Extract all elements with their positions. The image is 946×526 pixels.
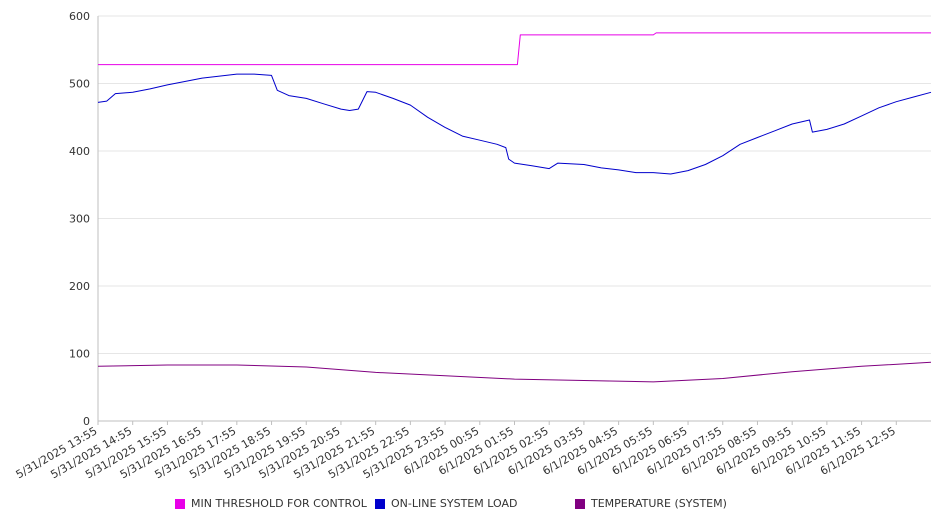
legend-label: ON-LINE SYSTEM LOAD <box>391 497 518 510</box>
series-line-min-threshold-for-control <box>98 32 931 66</box>
legend-item: MIN THRESHOLD FOR CONTROL <box>175 497 367 510</box>
legend-swatch <box>575 498 585 509</box>
legend-item: ON-LINE SYSTEM LOAD <box>375 497 517 510</box>
y-tick-label: 0 <box>83 415 90 428</box>
grid-lines <box>98 15 931 354</box>
x-tick-labels: 5/31/2025 13:555/31/2025 14:555/31/2025 … <box>14 424 898 481</box>
legend-item: TEMPERATURE (SYSTEM) <box>575 497 727 510</box>
legend-swatch <box>375 498 385 509</box>
series-line-temperature-system <box>97 361 932 383</box>
y-tick-label: 200 <box>69 280 90 293</box>
y-tick-label: 500 <box>69 78 90 91</box>
y-tick-label: 300 <box>69 213 90 226</box>
series-line-on-line-system-load <box>97 73 932 175</box>
legend-swatch <box>175 498 185 509</box>
axes <box>97 16 931 425</box>
series-lines <box>97 32 932 383</box>
y-tick-labels: 0 100 200 300 400 500 600 <box>69 10 90 428</box>
y-tick-label: 600 <box>69 10 90 23</box>
legend-label: MIN THRESHOLD FOR CONTROL <box>191 497 367 510</box>
legend: MIN THRESHOLD FOR CONTROL ON-LINE SYSTEM … <box>0 497 946 515</box>
y-tick-label: 400 <box>69 145 90 158</box>
y-tick-label: 100 <box>69 348 90 361</box>
legend-label: TEMPERATURE (SYSTEM) <box>591 497 727 510</box>
